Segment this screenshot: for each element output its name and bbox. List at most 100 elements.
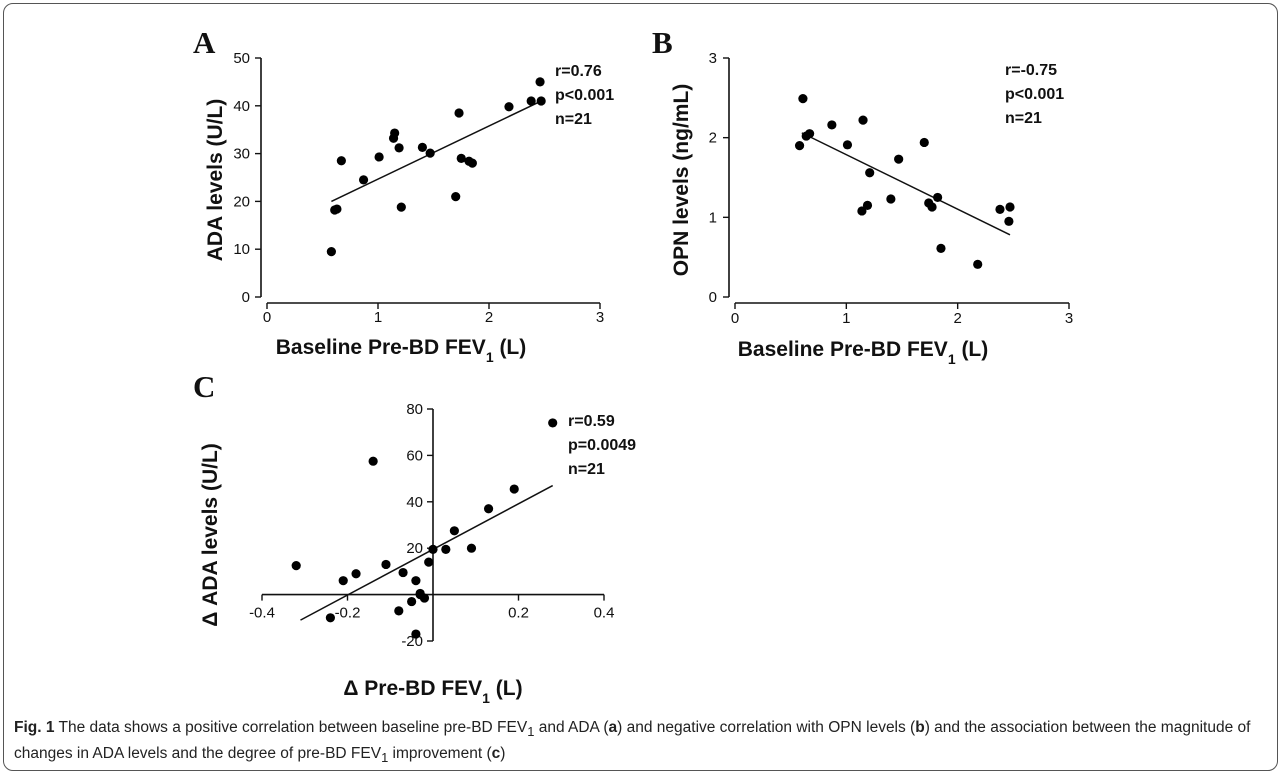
- panel-a-data-point: [326, 246, 336, 257]
- panel-a-x-tick-label: 0: [263, 309, 271, 326]
- panel-b-data-point: [936, 243, 946, 254]
- panel-a-data-point: [336, 156, 346, 166]
- panel-c-x-tick-label: -0.4: [249, 605, 275, 622]
- panel-a-y-tick-label: 10: [233, 241, 250, 258]
- panel-c: C Δ ADA levels (U/L) Δ Pre-BD FEV1 (L) r…: [193, 369, 636, 706]
- panel-a-data-point: [358, 175, 369, 185]
- panel-b-points: [794, 94, 1015, 269]
- panel-c-y-tick-label: 20: [406, 540, 423, 557]
- panel-b-stat-p: p<0.001: [1005, 86, 1064, 103]
- panel-c-x-tick-label: 0.2: [508, 605, 529, 622]
- caption-text-3: ) and negative correlation with OPN leve…: [617, 719, 916, 736]
- panel-a-y-tick-label: 50: [233, 50, 250, 67]
- panel-a-y-axis-label: ADA levels (U/L): [204, 99, 227, 262]
- panel-a-data-point: [451, 192, 461, 202]
- panel-b-x-tick-label: 1: [842, 310, 850, 327]
- panel-c-x-axis-label: Δ Pre-BD FEV1 (L): [343, 677, 522, 706]
- panel-c-stat-p: p=0.0049: [568, 437, 636, 454]
- caption-text-5: improvement (: [388, 745, 492, 763]
- panel-b-y-tick-label: 2: [709, 130, 717, 147]
- panel-b-data-point: [804, 129, 815, 139]
- panel-c-data-point: [483, 504, 494, 514]
- panel-b-stat-n: n=21: [1005, 110, 1042, 127]
- caption-text-1: The data shows a positive correlation be…: [54, 719, 528, 736]
- panel-c-data-point: [411, 629, 421, 639]
- panel-c-data-point: [466, 543, 477, 553]
- panel-c-data-point: [291, 561, 301, 571]
- caption-text-6: ): [500, 745, 506, 763]
- panel-c-stats: r=0.59 p=0.0049 n=21: [568, 413, 636, 478]
- panel-b-y-axis-label: OPN levels (ng/mL): [670, 84, 693, 277]
- caption-ref-a: a: [608, 719, 618, 736]
- panel-a-x-axis-label: Baseline Pre-BD FEV1 (L): [276, 336, 527, 365]
- panel-a-data-point: [374, 152, 384, 162]
- panel-a-y-tick-label: 0: [242, 289, 250, 306]
- panel-b-data-point: [933, 192, 943, 203]
- panel-b-letter: B: [652, 25, 673, 60]
- panel-c-data-point: [428, 544, 438, 554]
- panel-c-data-point: [509, 484, 519, 494]
- panel-b-data-point: [857, 206, 867, 216]
- panel-a-y-tick-label: 40: [233, 98, 250, 115]
- panel-b-data-point: [886, 194, 896, 204]
- panel-b-x-tick-label: 2: [953, 310, 961, 327]
- panel-c-data-point: [441, 544, 451, 554]
- panel-c-regression-line: [300, 484, 554, 621]
- panel-b-data-point: [865, 168, 875, 178]
- panel-b-regression-line: [801, 132, 1011, 236]
- panel-a-stat-p: p<0.001: [555, 87, 614, 104]
- panel-c-x-tick-label: 0.4: [594, 605, 615, 622]
- panel-a-data-point: [394, 143, 404, 153]
- panel-b-x-tick-label: 0: [731, 310, 739, 327]
- figure-canvas: A ADA levels (U/L) Baseline Pre-BD FEV1 …: [193, 25, 1074, 706]
- panel-c-data-point: [424, 557, 434, 567]
- panel-a-x-tick-label: 3: [596, 309, 604, 326]
- panel-c-data-point: [398, 567, 408, 578]
- panel-a-data-point: [526, 96, 536, 106]
- panel-a-data-point: [535, 77, 545, 87]
- caption-sub-1: 1: [527, 724, 535, 740]
- panel-b-data-point: [794, 141, 805, 151]
- figure-frame: [3, 3, 1278, 771]
- panel-c-data-point: [351, 569, 361, 579]
- panel-c-y-tick-label: 80: [406, 401, 423, 418]
- panel-b-axes: 0 1 2 3 0 1 2 3: [709, 50, 1074, 327]
- panel-a-letter: A: [193, 25, 216, 60]
- panel-c-data-point: [411, 576, 421, 586]
- panel-b-data-point: [858, 115, 868, 125]
- panel-c-y-tick-label: 40: [406, 494, 423, 511]
- panel-b-data-point: [1005, 202, 1015, 212]
- panel-b-data-point: [1004, 216, 1014, 226]
- caption-ref-b: b: [915, 719, 925, 736]
- panel-b-data-point: [919, 137, 929, 148]
- caption-label: Fig. 1: [14, 719, 55, 736]
- panel-c-y-tick-label: 60: [406, 447, 423, 464]
- caption-text-4: ) and the association between the magnit…: [14, 719, 1251, 763]
- figure-caption: Fig. 1 The data shows a positive correla…: [14, 717, 1264, 769]
- panel-c-data-point: [368, 456, 378, 466]
- panel-a-data-point: [536, 96, 546, 106]
- panel-a-stat-n: n=21: [555, 111, 592, 128]
- panel-b-stats: r=-0.75 p<0.001 n=21: [1005, 62, 1064, 127]
- panel-c-x-tick-label: -0.2: [335, 605, 361, 622]
- panel-b-data-point: [894, 154, 904, 164]
- panel-b-data-point: [862, 200, 873, 210]
- panel-b-y-tick-label: 1: [709, 209, 717, 226]
- panel-a: A ADA levels (U/L) Baseline Pre-BD FEV1 …: [193, 25, 614, 365]
- panel-a-axes: 0 10 20 30 40 50 0 1 2 3: [233, 50, 604, 326]
- panel-b-x-tick-label: 3: [1065, 310, 1073, 327]
- panel-c-y-axis-label: Δ ADA levels (U/L): [199, 443, 222, 627]
- panel-a-data-point: [454, 108, 464, 118]
- panel-b-data-point: [995, 204, 1005, 214]
- panel-b-data-point: [798, 94, 808, 104]
- panel-a-data-point: [332, 204, 342, 214]
- panel-b-y-tick-label: 3: [709, 50, 717, 67]
- panel-c-data-point: [449, 526, 459, 536]
- panel-c-stat-r: r=0.59: [568, 413, 615, 430]
- panel-c-data-point: [407, 596, 417, 607]
- caption-ref-c: c: [491, 745, 501, 763]
- panel-a-regression-line: [331, 100, 542, 203]
- caption-sub-2: 1: [381, 750, 389, 766]
- panel-a-data-point: [425, 148, 435, 158]
- panel-c-points: [291, 418, 558, 639]
